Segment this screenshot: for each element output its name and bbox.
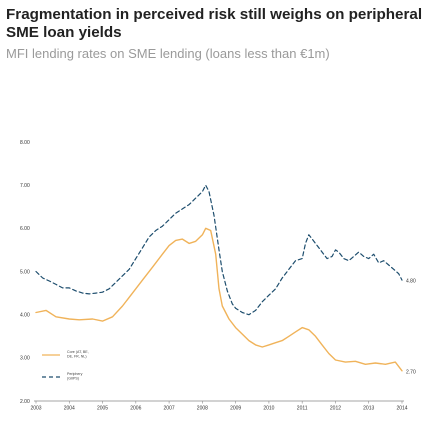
y-tick-label: 2.00 [20, 399, 30, 405]
x-tick-label: 2013 [363, 406, 374, 412]
legend-label-core: DE, FR, NL) [67, 354, 87, 358]
series-line-core [35, 227, 403, 372]
x-tick-label: 2009 [230, 406, 241, 412]
y-tick-label: 6.00 [20, 226, 30, 232]
end-label-core: 2.70 [406, 369, 416, 375]
x-tick-label: 2008 [197, 406, 208, 412]
chart-subtitle: MFI lending rates on SME lending (loans … [6, 46, 330, 61]
y-tick-label: 3.00 [20, 356, 30, 362]
x-tick-label: 2006 [130, 406, 141, 412]
x-tick-label: 2014 [396, 406, 407, 412]
x-tick-label: 2011 [297, 406, 308, 412]
legend-label-periphery: Periphery [67, 372, 83, 376]
x-tick-label: 2003 [30, 406, 41, 412]
series-line-periphery [35, 184, 403, 316]
x-tick-label: 2012 [330, 406, 341, 412]
x-tick-label: 2007 [164, 406, 175, 412]
y-tick-label: 8.00 [20, 140, 30, 146]
y-tick-label: 5.00 [20, 269, 30, 275]
x-tick-label: 2004 [64, 406, 75, 412]
x-tick-label: 2005 [97, 406, 108, 412]
x-tick-label: 2010 [263, 406, 274, 412]
chart-title: Fragmentation in perceived risk still we… [6, 6, 423, 41]
y-tick-label: 7.00 [20, 183, 30, 189]
legend-label-core: Core (AT, BE, [67, 350, 89, 354]
end-label-periphery: 4.80 [406, 279, 416, 285]
legend-label-periphery: (GIIPS) [67, 376, 79, 380]
y-tick-label: 4.00 [20, 312, 30, 318]
